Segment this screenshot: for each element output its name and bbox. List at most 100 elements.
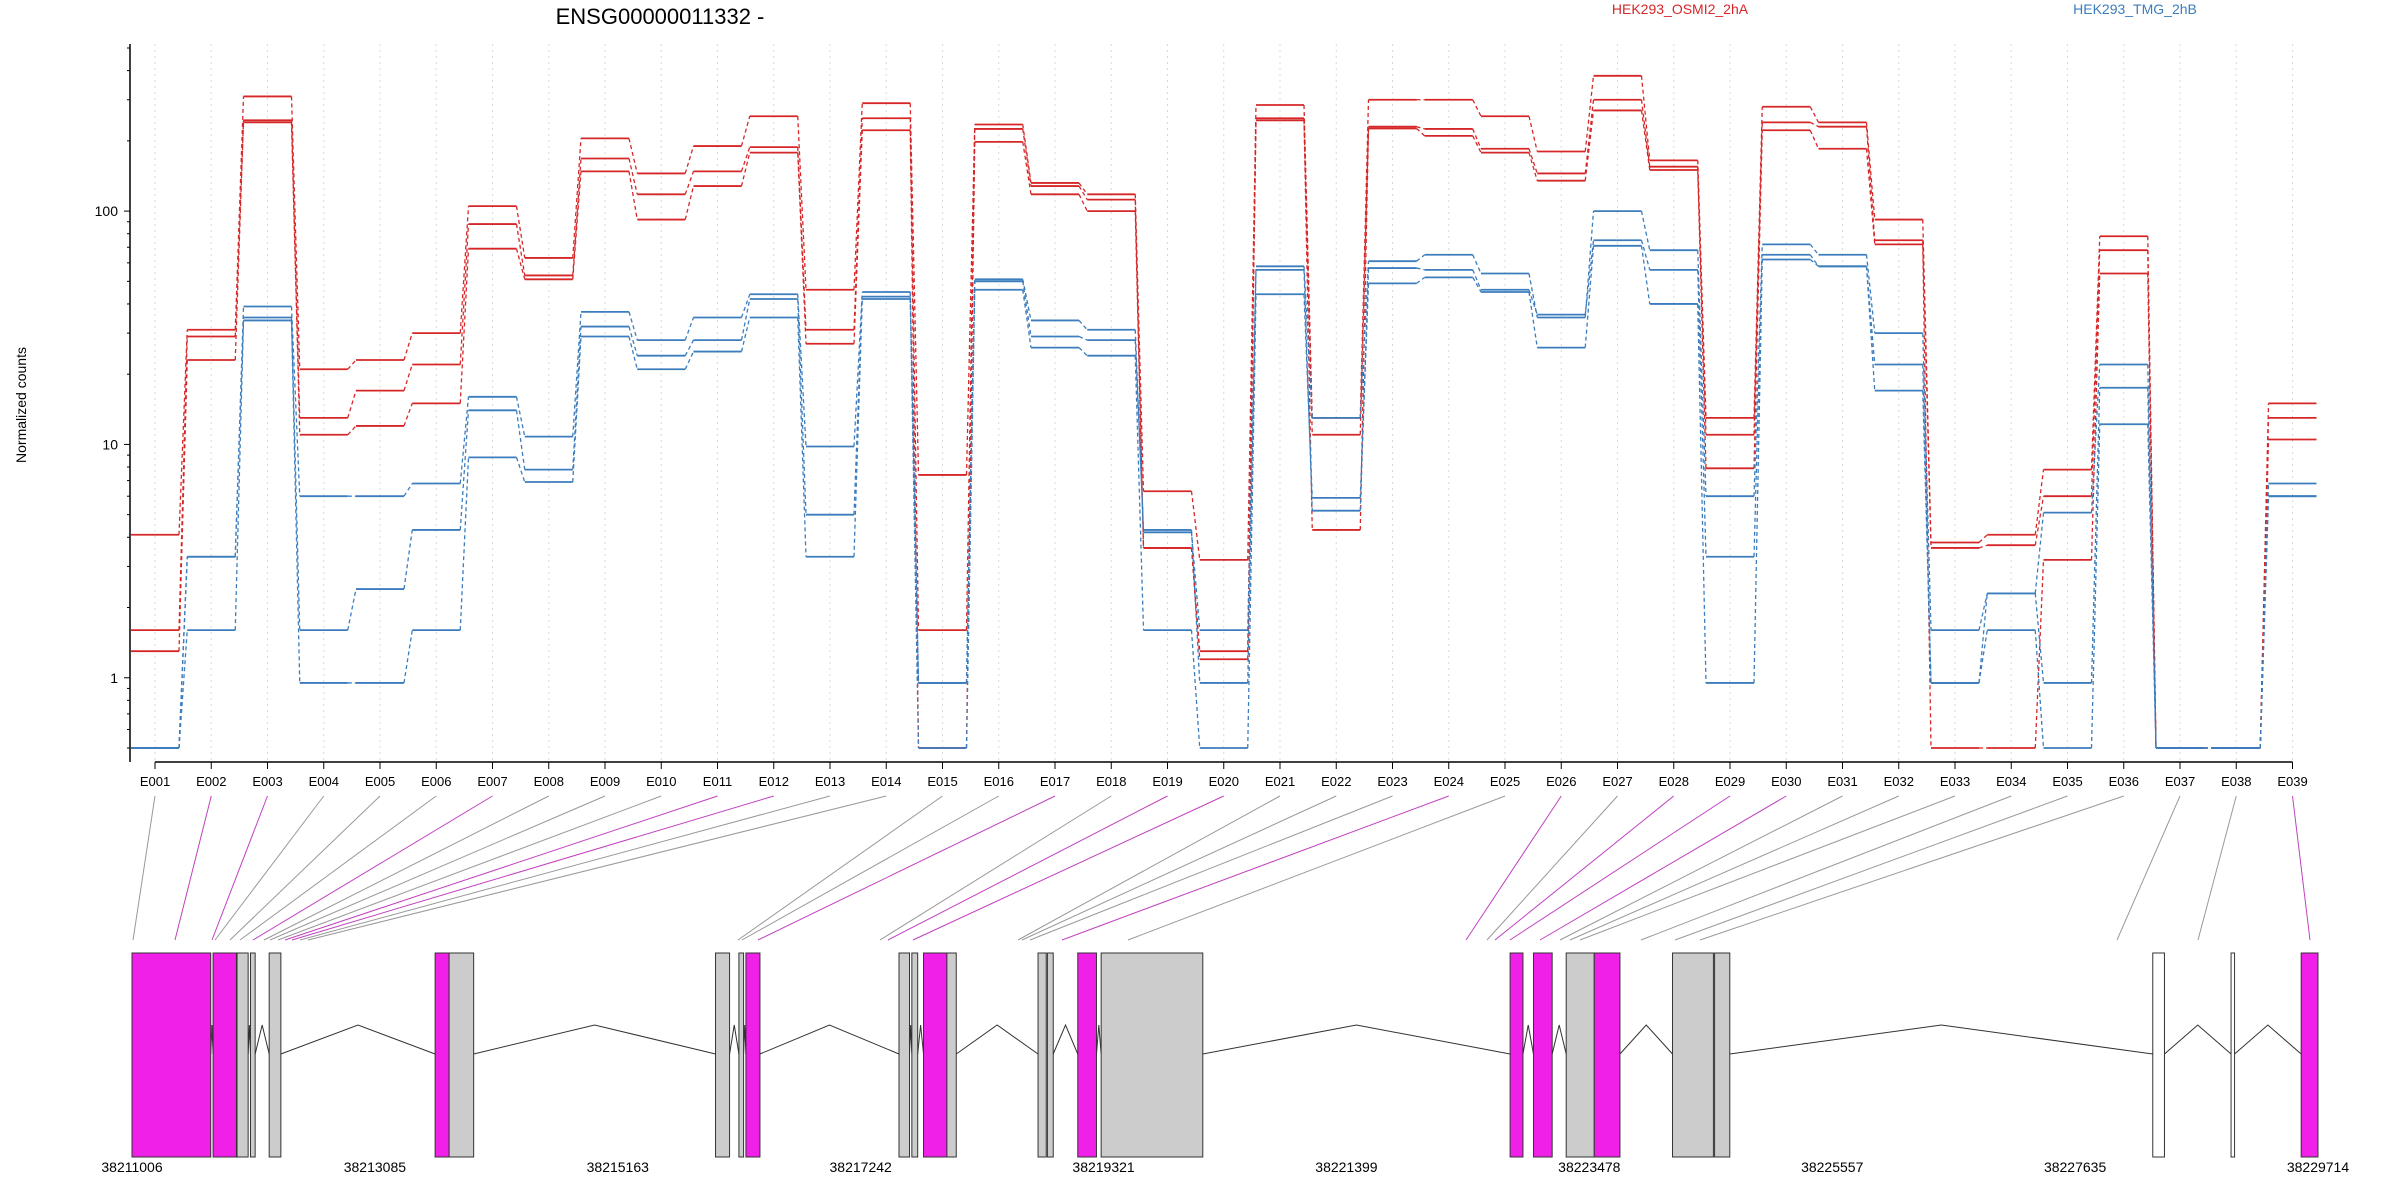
connector (1303, 120, 1313, 435)
connector (2090, 424, 2101, 749)
x-tick-label-E020: E020 (1209, 774, 1239, 789)
connector (628, 171, 638, 220)
connector (459, 248, 470, 404)
connector (2034, 469, 2045, 535)
connector (909, 296, 920, 683)
x-tick-label-E021: E021 (1265, 774, 1295, 789)
connector (1022, 128, 1032, 187)
connector (1978, 593, 1988, 631)
x-tick-label-E036: E036 (2109, 774, 2139, 789)
connector (1472, 99, 1482, 117)
intron-line (1202, 1024, 1511, 1055)
legend-entry-osmi2: HEK293_OSMI2_2hA (1612, 1, 1749, 17)
connector (1865, 148, 1876, 245)
connector (797, 294, 807, 447)
connector (2034, 496, 2045, 546)
connector (1753, 259, 1763, 683)
intron-line (1619, 1024, 1673, 1055)
x-tick-label-E016: E016 (984, 774, 1014, 789)
connector (628, 311, 638, 341)
connector (853, 296, 863, 515)
connector (290, 306, 301, 497)
link-E013 (299, 795, 831, 941)
connector (740, 317, 751, 352)
connector (1416, 267, 1425, 271)
coordinate-label: 38211006 (101, 1159, 162, 1175)
y-tick-label: 100 (95, 203, 119, 219)
connector (1247, 266, 1257, 631)
connector (684, 339, 695, 357)
intron-line (1729, 1024, 2153, 1055)
connector (1697, 269, 1707, 557)
link-E015 (737, 795, 943, 941)
connector (684, 185, 695, 220)
connector (2259, 496, 2270, 749)
connector (572, 158, 582, 276)
connector (347, 425, 357, 436)
x-tick-label-E033: E033 (1940, 774, 1970, 789)
highlighted-exon (131, 952, 212, 1158)
coordinate-label: 38219321 (1072, 1159, 1135, 1175)
highlighted-exon (923, 952, 948, 1158)
intron-line (759, 1024, 900, 1055)
link-E018 (879, 795, 1112, 941)
highlighted-exon (212, 952, 237, 1158)
connector (178, 630, 188, 749)
x-tick-label-E024: E024 (1434, 774, 1464, 789)
connector (2034, 593, 2045, 684)
connector (290, 320, 301, 683)
connector (1640, 210, 1651, 251)
connector (1640, 245, 1651, 305)
x-tick-label-E007: E007 (477, 774, 507, 789)
gene-model: 38211006 38213085 38215163 38217242 38219321… (101, 952, 2349, 1175)
connector (1922, 390, 1932, 683)
connector (1640, 240, 1651, 271)
connector (1359, 261, 1370, 418)
connector (459, 206, 470, 334)
connector (1809, 106, 1820, 123)
link-E005 (229, 795, 381, 941)
link-E019 (887, 795, 1168, 941)
link-E029 (1509, 795, 1731, 941)
exon-block (249, 952, 256, 1158)
connector (1697, 169, 1707, 469)
connector (515, 206, 526, 259)
connector (684, 317, 695, 341)
connector (234, 317, 245, 557)
y-axis-label: Normalized counts (13, 347, 29, 463)
connector (1078, 194, 1088, 212)
connector (740, 116, 751, 147)
connector (515, 223, 526, 276)
connector (797, 152, 807, 344)
intron-line (280, 1024, 436, 1055)
connector (1978, 630, 1988, 684)
connector (1809, 254, 1820, 267)
link-E010 (277, 795, 662, 941)
x-tick-label-E008: E008 (534, 774, 564, 789)
connector (740, 294, 751, 318)
exon-block (1714, 952, 1731, 1158)
x-tick-label-E023: E023 (1377, 774, 1407, 789)
exon-block (2152, 952, 2165, 1158)
connector (853, 103, 863, 290)
connector (1303, 269, 1313, 511)
connector (1134, 340, 1145, 530)
connector (1359, 128, 1370, 530)
link-E004 (214, 795, 325, 941)
intron-line (1522, 1024, 1534, 1055)
connector (1753, 254, 1763, 557)
connector (459, 457, 470, 631)
connector (1865, 254, 1876, 334)
connector (1865, 266, 1876, 391)
connector (347, 588, 357, 631)
connector (1528, 291, 1538, 348)
connector (853, 130, 863, 344)
link-E023 (1029, 795, 1393, 941)
link-E025 (1127, 795, 1506, 941)
connector (1809, 121, 1819, 128)
connector (1584, 211, 1595, 318)
connector (965, 124, 976, 475)
link-E028 (1494, 795, 1675, 941)
connector (1022, 141, 1032, 195)
connector (797, 317, 807, 557)
